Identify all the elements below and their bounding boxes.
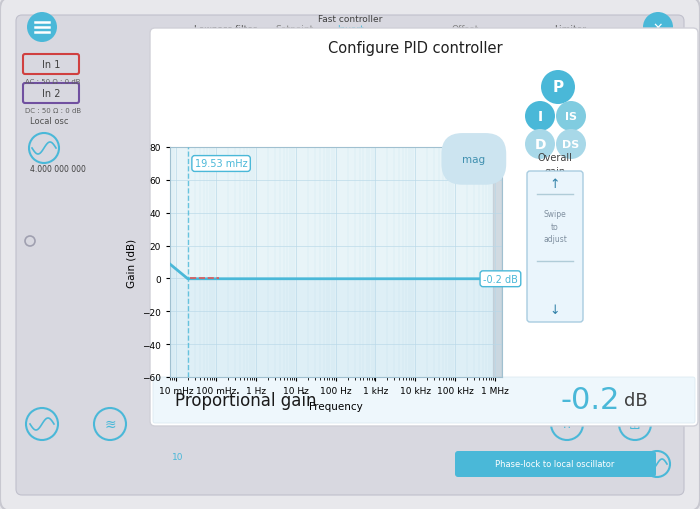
- Text: Local osc: Local osc: [30, 117, 69, 126]
- Text: mag: mag: [462, 155, 485, 164]
- Text: 19.53 mHz: 19.53 mHz: [195, 159, 247, 169]
- Circle shape: [556, 130, 586, 160]
- Text: In 1: In 1: [42, 60, 60, 70]
- Text: n: n: [563, 418, 571, 431]
- Text: ✕: ✕: [652, 21, 664, 35]
- Text: dB: dB: [624, 391, 648, 409]
- Y-axis label: Gain (dB): Gain (dB): [127, 238, 136, 287]
- Text: In 2: In 2: [42, 89, 60, 99]
- Text: -0.2 dB: -0.2 dB: [483, 274, 518, 284]
- FancyBboxPatch shape: [527, 172, 583, 322]
- FancyBboxPatch shape: [150, 29, 698, 426]
- Text: ↓: ↓: [550, 303, 560, 316]
- Bar: [494, 148, 502, 377]
- Text: Phase-lock to local oscillator: Phase-lock to local oscillator: [496, 460, 615, 469]
- Text: AC : 50 Ω : 0 dB: AC : 50 Ω : 0 dB: [25, 79, 81, 85]
- Text: -0.2: -0.2: [561, 386, 620, 415]
- Circle shape: [556, 102, 586, 132]
- FancyBboxPatch shape: [153, 377, 695, 423]
- Circle shape: [27, 13, 57, 43]
- Circle shape: [525, 102, 555, 132]
- Text: I: I: [538, 110, 542, 124]
- Text: Out 1: Out 1: [608, 60, 636, 70]
- Text: Lowpass filter: Lowpass filter: [194, 24, 256, 34]
- Circle shape: [583, 163, 593, 173]
- Text: ∿∿∿: ∿∿∿: [620, 140, 644, 151]
- Circle shape: [643, 13, 673, 43]
- Text: Swipe
to
adjust: Swipe to adjust: [543, 210, 567, 243]
- Text: Offset: Offset: [452, 24, 479, 34]
- FancyBboxPatch shape: [16, 16, 684, 495]
- Text: Fast controller: Fast controller: [318, 15, 382, 24]
- Text: Limiter: Limiter: [554, 24, 586, 34]
- Text: P: P: [552, 80, 564, 95]
- Text: DS: DS: [562, 140, 580, 150]
- Text: Configure PID controller: Configure PID controller: [328, 40, 503, 55]
- Text: ≋: ≋: [104, 417, 116, 431]
- FancyBboxPatch shape: [455, 451, 656, 477]
- Circle shape: [583, 60, 593, 70]
- Text: Proportional gain: Proportional gain: [175, 391, 316, 409]
- Text: ↑: ↑: [550, 177, 560, 190]
- Text: DC : 50 Ω : 0 dB: DC : 50 Ω : 0 dB: [25, 108, 81, 114]
- Text: Done: Done: [650, 400, 681, 413]
- Text: 4.000 000 000: 4.000 000 000: [30, 165, 86, 174]
- Text: ⊞: ⊞: [629, 417, 641, 431]
- Circle shape: [541, 71, 575, 105]
- Circle shape: [525, 130, 555, 160]
- Text: Out 2: Out 2: [608, 163, 636, 173]
- Text: D: D: [534, 138, 546, 152]
- Text: Setpoint: Setpoint: [276, 24, 314, 34]
- Text: Invert: Invert: [337, 24, 363, 34]
- Circle shape: [652, 224, 692, 265]
- Text: 10: 10: [172, 453, 183, 462]
- Text: IS: IS: [565, 112, 577, 122]
- X-axis label: Frequency: Frequency: [309, 401, 363, 411]
- Text: Overall
gain: Overall gain: [538, 153, 573, 176]
